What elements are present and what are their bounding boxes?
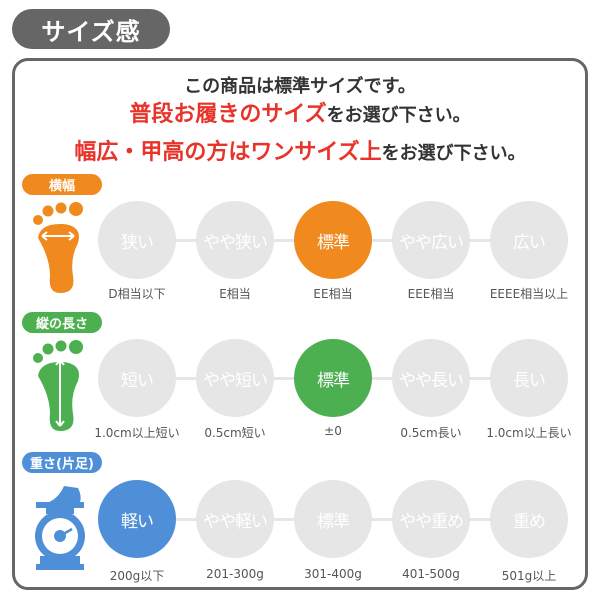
intro-line-2: 普段お履きのサイズをお選び下さい。: [0, 96, 600, 128]
scale-option: 広い: [490, 201, 568, 279]
option-caption: 200g以下: [109, 569, 165, 583]
scale-option: 重め: [490, 480, 568, 558]
option-caption: E相当: [219, 287, 251, 301]
option-caption: EE相当: [313, 287, 353, 301]
option-caption: 201-300g: [206, 567, 264, 581]
scale-option: やや狭い: [196, 201, 274, 279]
intro-rest-1: をお選び下さい。: [326, 105, 471, 126]
scale-option: 狭い: [98, 201, 176, 279]
section-title: サイズ感: [12, 9, 170, 49]
option-caption: 0.5cm短い: [204, 426, 266, 440]
intro-emphasis-1: 普段お履きのサイズ: [129, 102, 327, 127]
option-caption: 0.5cm長い: [400, 426, 462, 440]
size-chart-panel: [12, 58, 588, 590]
foot-width-icon: [28, 198, 88, 302]
intro-emphasis-2: 幅広・甲高の方はワンサイズ上: [74, 140, 382, 165]
scale-option-selected: 標準: [294, 339, 372, 417]
scale-option: やや短い: [196, 339, 274, 417]
option-caption: EEEE相当以上: [489, 287, 569, 301]
scale-option: やや重め: [392, 480, 470, 558]
scale-option: やや長い: [392, 339, 470, 417]
option-caption: 301-400g: [304, 567, 362, 581]
scale-option: 標準: [294, 480, 372, 558]
row-label: 重さ(片足): [22, 452, 102, 473]
option-caption: 1.0cm以上長い: [486, 426, 572, 440]
option-caption: D相当以下: [108, 287, 166, 301]
option-caption: 1.0cm以上短い: [94, 426, 180, 440]
option-caption: 401-500g: [402, 567, 460, 581]
option-caption: ±0: [324, 424, 342, 438]
intro-line-1: この商品は標準サイズです。: [184, 76, 416, 97]
foot-length-icon: [28, 336, 88, 440]
row-label: 縦の長さ: [22, 312, 102, 333]
scale-icon: [28, 476, 88, 580]
scale-option: やや広い: [392, 201, 470, 279]
scale-option: やや軽い: [196, 480, 274, 558]
scale-option-selected: 標準: [294, 201, 372, 279]
intro-line-3: 幅広・甲高の方はワンサイズ上をお選び下さい。: [0, 134, 600, 166]
intro-rest-2: をお選び下さい。: [381, 143, 526, 164]
row-label: 横幅: [22, 174, 102, 195]
option-caption: 501g以上: [501, 569, 557, 583]
option-caption: EEE相当: [407, 287, 455, 301]
scale-option: 短い: [98, 339, 176, 417]
scale-option: 長い: [490, 339, 568, 417]
scale-option-selected: 軽い: [98, 480, 176, 558]
